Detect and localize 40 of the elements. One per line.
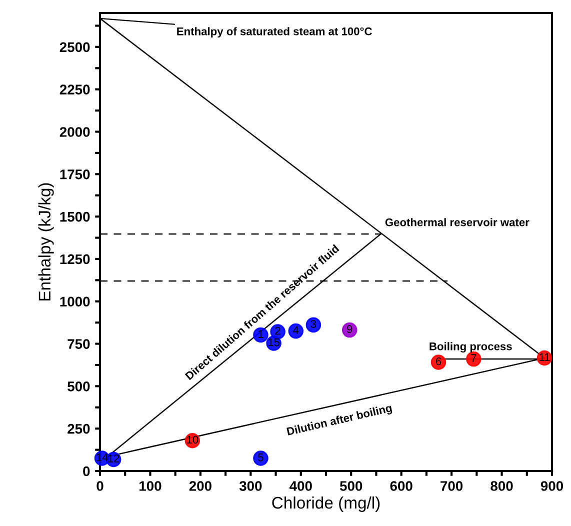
y-tick-label: 2250 — [60, 84, 90, 95]
annotation: 11 — [540, 353, 550, 361]
annotation: 5 — [258, 454, 264, 462]
annotation: 9 — [347, 325, 352, 334]
y-tick-label: 500 — [68, 382, 90, 392]
annotation: 2 — [275, 326, 280, 335]
y-tick-label: 750 — [68, 339, 90, 349]
x-tick-label: 700 — [440, 481, 463, 491]
annotation: 14 — [96, 454, 108, 462]
y-tick-label: 1000 — [60, 296, 90, 307]
y-axis-title: Enthalpy (kJ/kg) — [38, 183, 54, 300]
y-tick-label: 0 — [83, 466, 90, 476]
y-tick-label: 1500 — [60, 212, 90, 222]
x-tick-label: 400 — [290, 481, 312, 491]
annotation: 15 — [268, 338, 280, 346]
annotation: 4 — [293, 326, 299, 334]
annotation: 12 — [108, 454, 120, 462]
annotation: Geothermal reservoir water — [385, 218, 530, 226]
x-tick-label: 800 — [490, 481, 513, 491]
annotation: 10 — [187, 436, 198, 444]
x-tick-label: 600 — [390, 481, 412, 491]
x-tick-label: 300 — [239, 481, 262, 491]
y-tick-label: 2000 — [60, 127, 90, 137]
annotation: 6 — [436, 357, 442, 366]
x-tick-label: 200 — [189, 481, 212, 491]
x-tick-label: 500 — [340, 481, 362, 491]
y-tick-label: 2500 — [60, 42, 90, 52]
y-tick-label: 1750 — [60, 169, 90, 180]
annotation: Boiling process — [430, 342, 512, 353]
x-tick-label: 100 — [140, 481, 162, 491]
x-tick-label: 0 — [96, 481, 104, 491]
y-tick-label: 250 — [68, 424, 90, 434]
x-axis-title: Chloride (mg/l) — [272, 496, 380, 512]
annotation: 7 — [471, 354, 476, 362]
annotation: Dilution after boiling — [286, 404, 393, 438]
x-tick-label: 900 — [540, 481, 564, 491]
annotation: Enthalpy of saturated steam at 100°C — [177, 27, 372, 38]
annotation: 3 — [310, 320, 316, 328]
y-tick-label: 1250 — [60, 254, 90, 264]
annotation: 1 — [258, 330, 264, 338]
